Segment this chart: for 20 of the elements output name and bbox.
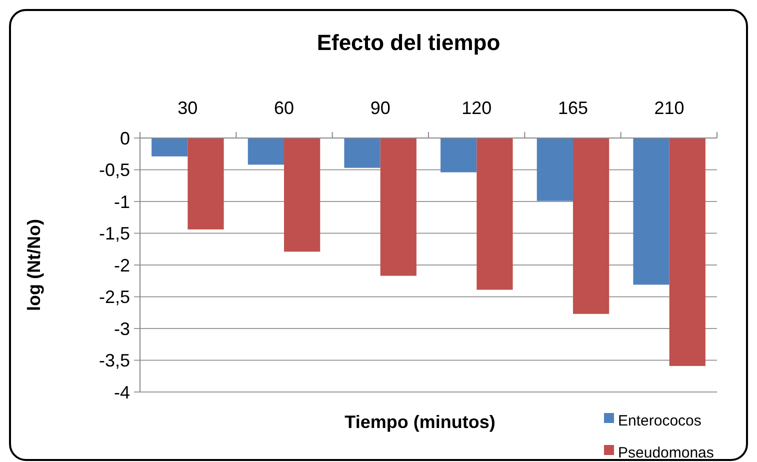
- x-tick-label: 30: [178, 98, 198, 118]
- legend-label: Enterococos: [618, 412, 702, 430]
- y-tick-label: -2: [114, 255, 130, 276]
- legend-label: Pseudomonas: [618, 444, 714, 462]
- x-tick-label: 120: [462, 98, 492, 118]
- y-tick-label: -1: [114, 192, 130, 212]
- chart-title: Efecto del tiempo: [316, 30, 500, 55]
- x-axis-title: Tiempo (minutos): [344, 412, 496, 432]
- x-tick-label: 165: [558, 98, 588, 118]
- x-tick-label: 60: [274, 98, 294, 118]
- y-tick-label: -4: [114, 382, 130, 402]
- y-tick-label: -3: [114, 318, 130, 339]
- y-tick-label: -2,5: [98, 287, 130, 308]
- y-tick-label: 0: [120, 128, 130, 148]
- y-tick-label: -3,5: [98, 350, 130, 371]
- x-tick-label: 210: [654, 98, 684, 118]
- x-tick-label: 90: [370, 98, 390, 118]
- y-axis-title: log (Nt/No): [24, 219, 44, 311]
- y-tick-label: -1,5: [98, 224, 130, 244]
- y-tick-label: -0,5: [98, 160, 130, 180]
